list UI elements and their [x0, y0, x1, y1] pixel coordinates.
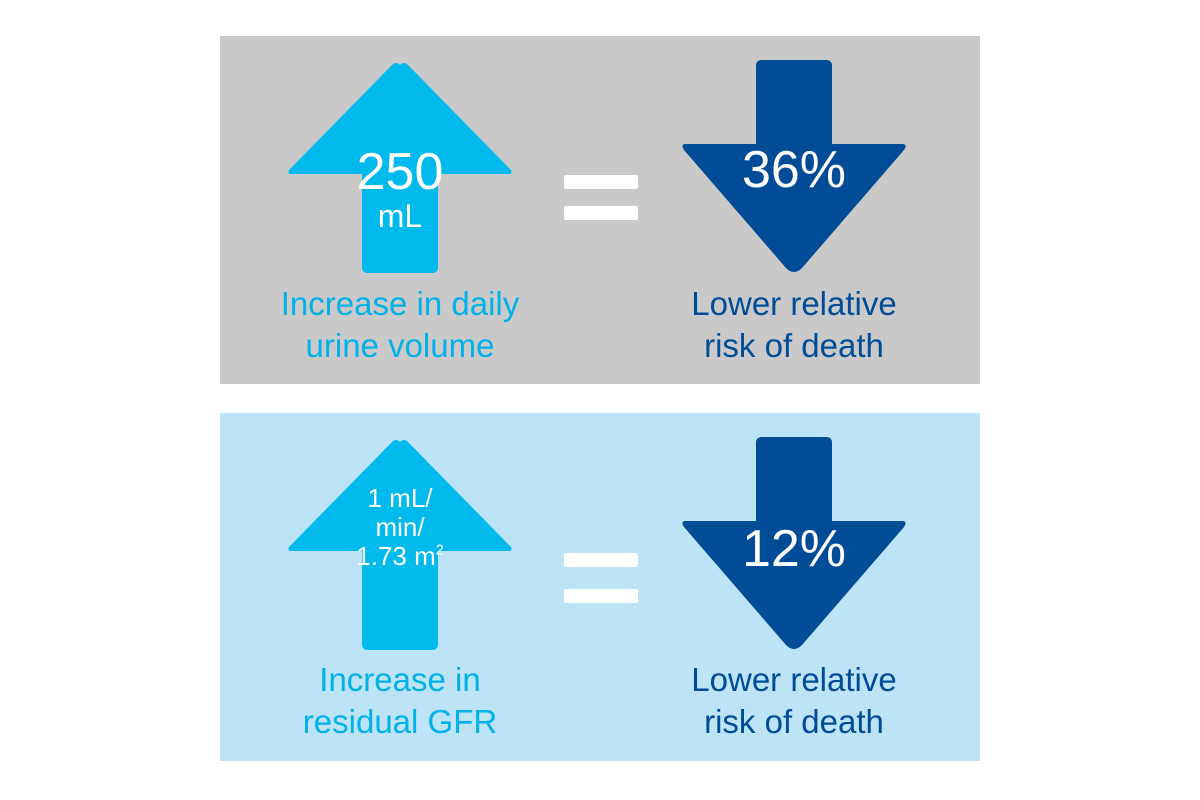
caption-line: risk of death [704, 327, 884, 364]
caption-line: Increase in [319, 661, 481, 698]
caption-risk-of-death: Lower relative risk of death [644, 283, 944, 367]
caption-line: residual GFR [302, 703, 498, 740]
gfr-value-line: min/ [375, 512, 425, 543]
equals-sign-icon-bar-bottom [564, 589, 638, 603]
gfr-value-line: 1 mL/ [367, 483, 433, 513]
down-arrow-icon [682, 437, 906, 649]
caption-line: Lower relative [691, 661, 897, 698]
equals-sign-icon-bar-top [564, 175, 638, 189]
caption-line: Increase in daily [280, 285, 520, 322]
gfr-value-superscript: 2 [435, 542, 444, 559]
caption-line: Lower relative [691, 285, 897, 322]
caption-residual-gfr: Increase in residual GFR [250, 659, 550, 743]
gfr-value-line: 1.73 m2 [286, 542, 514, 571]
gfr-value-base: 1.73 m [356, 541, 436, 572]
gfr-value: 1 mL/ min/ 1.73 m2 [286, 483, 514, 571]
risk-reduction-value: 12% [741, 520, 847, 578]
up-arrow-icon [288, 63, 512, 273]
equals-sign-icon-bar-bottom [564, 206, 638, 220]
caption-line: urine volume [305, 327, 495, 364]
equals-sign-icon-bar-top [564, 553, 638, 567]
down-arrow-icon [682, 60, 906, 272]
caption-urine-volume: Increase in daily urine volume [250, 283, 550, 367]
urine-volume-value: 250 [356, 143, 444, 201]
urine-volume-unit: mL [377, 198, 423, 234]
panel-urine-volume: 250 mL 36% Increase in daily urine volum… [220, 36, 980, 384]
risk-reduction-value: 36% [741, 141, 847, 199]
panel-residual-gfr: 1 mL/ min/ 1.73 m2 12% Increase in resid… [220, 413, 980, 761]
up-arrow-icon [288, 440, 512, 650]
caption-risk-of-death: Lower relative risk of death [644, 659, 944, 743]
caption-line: risk of death [704, 703, 884, 740]
